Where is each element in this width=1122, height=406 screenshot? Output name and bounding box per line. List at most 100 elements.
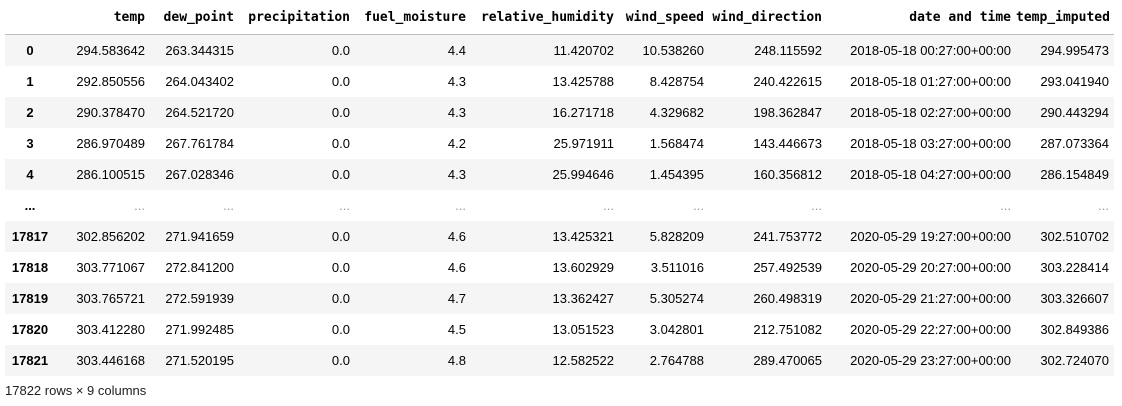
table-cell: 2018-05-18 00:27:00+00:00 <box>850 43 1011 58</box>
table-cell: ... <box>1000 198 1011 213</box>
table-cell: 0.0 <box>331 229 350 244</box>
table-cell: 13.425788 <box>552 74 614 89</box>
table-row: 0 294.583642 263.344315 0.0 4.4 11.420702 10.5… <box>5 34 1114 66</box>
row-index: 1 <box>26 74 34 89</box>
table-cell: 302.510702 <box>1040 229 1109 244</box>
table-cell: 303.446168 <box>76 353 145 368</box>
row-index: 17820 <box>11 322 49 337</box>
table-cell: 271.941659 <box>165 229 234 244</box>
table-cell: 4.4 <box>447 43 466 58</box>
table-cell: 4.6 <box>447 229 466 244</box>
table-cell: 8.428754 <box>649 74 704 89</box>
table-cell: 292.850556 <box>76 74 145 89</box>
table-cell: ... <box>134 198 145 213</box>
table-cell: 2018-05-18 04:27:00+00:00 <box>850 167 1011 182</box>
table-row: 2 290.378470 264.521720 0.0 4.3 16.271718 4.32… <box>5 97 1114 128</box>
table-cell: 286.970489 <box>76 136 145 151</box>
table-cell: 4.6 <box>447 260 466 275</box>
table-cell: 13.425321 <box>552 229 614 244</box>
table-cell: 160.356812 <box>753 167 822 182</box>
table-cell: ... <box>1098 198 1109 213</box>
table-cell: 143.446673 <box>753 136 822 151</box>
table-cell: 3.042801 <box>649 322 704 337</box>
table-cell: 2018-05-18 03:27:00+00:00 <box>850 136 1011 151</box>
table-cell: 5.305274 <box>649 291 704 306</box>
table-cell: ... <box>455 198 466 213</box>
table-cell: 1.568474 <box>649 136 704 151</box>
table-cell: 2018-05-18 01:27:00+00:00 <box>850 74 1011 89</box>
table-cell: 13.051523 <box>552 322 614 337</box>
table-cell: 303.412280 <box>76 322 145 337</box>
table-cell: 241.753772 <box>753 229 822 244</box>
table-cell: 25.994646 <box>552 167 614 182</box>
table-cell: 4.8 <box>447 353 466 368</box>
table-cell: 260.498319 <box>753 291 822 306</box>
column-header: date and time <box>827 0 1016 35</box>
table-cell: 303.771067 <box>76 260 145 275</box>
table-cell: 264.043402 <box>165 74 234 89</box>
table-cell: 290.443294 <box>1040 105 1109 120</box>
table-cell: 11.420702 <box>553 43 615 58</box>
table-cell: 4.3 <box>447 74 466 89</box>
table-cell: 294.995473 <box>1040 43 1109 58</box>
table-cell: 289.470065 <box>753 353 822 368</box>
table-cell: 2020-05-29 22:27:00+00:00 <box>850 322 1011 337</box>
table-cell: 13.602929 <box>552 260 614 275</box>
column-header: dew_point <box>150 0 239 35</box>
dataframe-shape-label: 17822 rows × 9 columns <box>5 383 147 398</box>
table-cell: 2020-05-29 23:27:00+00:00 <box>850 353 1011 368</box>
column-header: fuel_moisture <box>355 0 471 35</box>
column-header: wind_speed <box>619 0 709 35</box>
table-cell: 0.0 <box>331 167 350 182</box>
table-cell: 12.582522 <box>552 353 614 368</box>
table-cell: 302.724070 <box>1040 353 1109 368</box>
table-cell: 2018-05-18 02:27:00+00:00 <box>850 105 1011 120</box>
table-cell: 0.0 <box>331 43 350 58</box>
table-cell: 264.521720 <box>165 105 234 120</box>
table-cell: 13.362427 <box>552 291 614 306</box>
table-header: temp dew_point precipitation fuel_moisture r… <box>5 0 1114 35</box>
ellipsis-row: .............................. <box>5 190 1114 221</box>
table-cell: 287.073364 <box>1040 136 1109 151</box>
table-cell: 272.591939 <box>165 291 234 306</box>
header-row: temp dew_point precipitation fuel_moisture r… <box>5 0 1114 35</box>
table-cell: 25.971911 <box>553 136 615 151</box>
table-cell: 257.492539 <box>753 260 822 275</box>
table-cell: 294.583642 <box>76 43 145 58</box>
table-body: 0 294.583642 263.344315 0.0 4.4 11.420702 10.5… <box>5 34 1114 376</box>
column-header: precipitation <box>239 0 355 35</box>
table-cell: 4.3 <box>447 167 466 182</box>
column-header: relative_humidity <box>471 0 619 35</box>
table-cell: 303.326607 <box>1040 291 1109 306</box>
table-cell: 3.511016 <box>650 260 704 275</box>
table-cell: 0.0 <box>331 353 350 368</box>
table-cell: 198.362847 <box>753 105 822 120</box>
table-cell: 290.378470 <box>76 105 145 120</box>
table-cell: 4.3 <box>447 105 466 120</box>
row-index: 3 <box>26 136 34 151</box>
table-cell: ... <box>223 198 234 213</box>
table-cell: ... <box>603 198 614 213</box>
table-row: 17820 303.412280 271.992485 0.0 4.5 13.051523… <box>5 314 1114 345</box>
column-header: wind_direction <box>709 0 827 35</box>
table-row: 3 286.970489 267.761784 0.0 4.2 25.971911 1.56… <box>5 128 1114 159</box>
table-cell: ... <box>693 198 704 213</box>
table-cell: 1.454395 <box>649 167 704 182</box>
table-cell: ... <box>811 198 822 213</box>
table-cell: 4.2 <box>447 136 466 151</box>
row-index: 4 <box>26 167 34 182</box>
table-cell: 272.841200 <box>165 260 234 275</box>
table-cell: 212.751082 <box>753 322 822 337</box>
row-index: 17817 <box>11 229 49 244</box>
table-cell: 0.0 <box>331 136 350 151</box>
table-row: 17817 302.856202 271.941659 0.0 4.6 13.425321… <box>5 221 1114 252</box>
table-cell: 293.041940 <box>1040 74 1109 89</box>
table-cell: 0.0 <box>331 260 350 275</box>
table-cell: 240.422615 <box>753 74 822 89</box>
table-cell: 271.992485 <box>165 322 234 337</box>
table-cell: 248.115592 <box>754 43 822 58</box>
table-cell: 303.765721 <box>76 291 145 306</box>
table-cell: 271.520195 <box>165 353 234 368</box>
table-cell: 4.5 <box>447 322 466 337</box>
